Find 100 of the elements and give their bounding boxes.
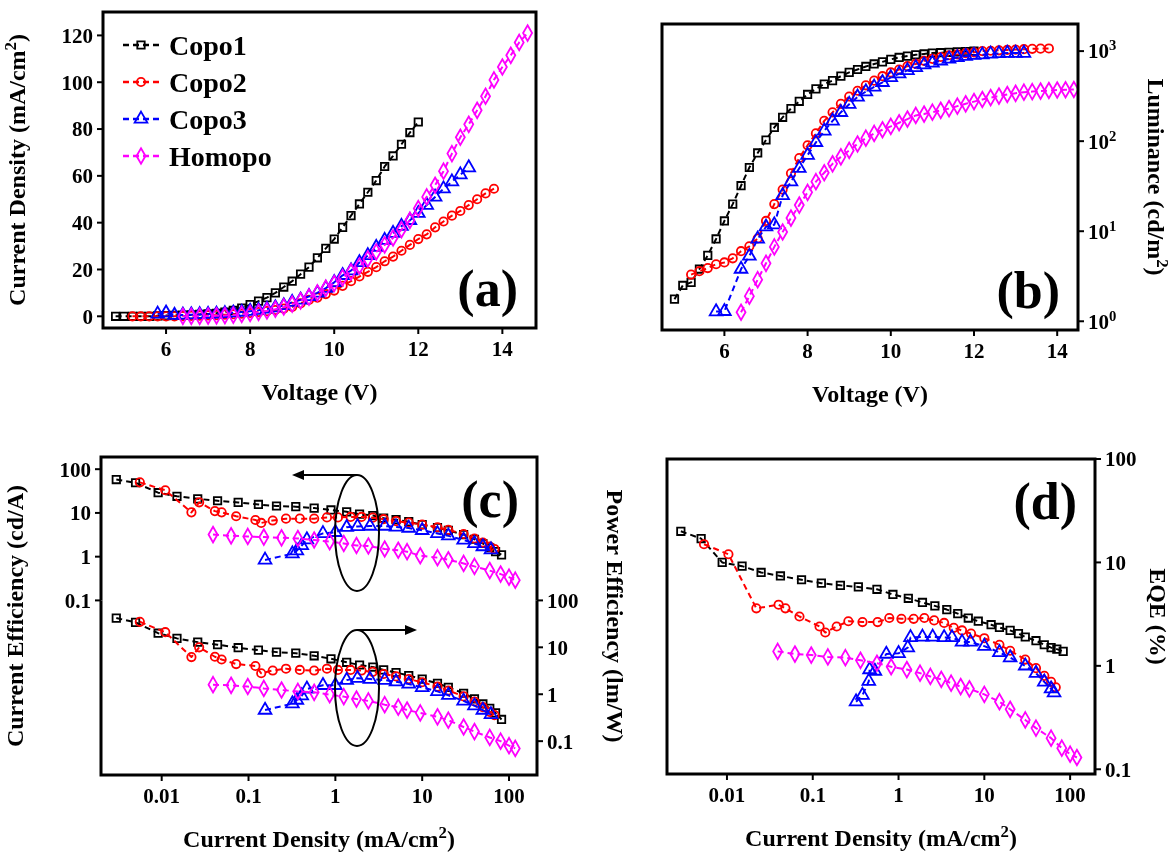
point (775, 187, 790, 200)
point (866, 78, 882, 92)
point (900, 62, 915, 76)
point (455, 205, 466, 217)
point (1027, 43, 1038, 54)
point (396, 245, 407, 256)
point (703, 250, 713, 260)
legend-label: Copo2 (169, 66, 247, 98)
y-tick-label: 0.1 (64, 588, 91, 613)
point (371, 175, 381, 186)
x-tick-label: 1 (330, 784, 341, 808)
point (819, 115, 830, 126)
y-tick-label: 10 (70, 501, 91, 526)
point (354, 271, 365, 282)
legend-label: Copo1 (169, 29, 247, 61)
y-tick-label: 1 (80, 545, 91, 570)
point (858, 83, 874, 97)
point (844, 67, 854, 78)
point (158, 304, 174, 318)
point (463, 200, 474, 211)
x-tick-label: 14 (491, 337, 514, 361)
point (778, 112, 788, 122)
point (1035, 43, 1046, 54)
point (472, 194, 483, 205)
point (767, 216, 782, 230)
point (919, 49, 929, 59)
point (480, 188, 491, 199)
point (369, 239, 384, 252)
point (119, 311, 129, 321)
x-tick-label: 100 (1054, 783, 1086, 807)
point (304, 262, 314, 272)
point (742, 247, 757, 261)
point (927, 48, 938, 58)
point (413, 233, 424, 245)
x-axis-title: Voltage (V) (812, 381, 928, 407)
point (827, 107, 838, 118)
point (861, 61, 871, 72)
y-tick-label: 100 (1105, 447, 1137, 472)
point (850, 88, 865, 102)
point (708, 303, 724, 317)
point (343, 262, 359, 276)
point (891, 65, 907, 79)
point (411, 205, 426, 218)
point (262, 292, 272, 303)
y-tick-label: 10$^{3}$ (1088, 37, 1117, 64)
point (421, 229, 432, 240)
point (810, 128, 821, 139)
point (669, 294, 680, 304)
y-tick-label: 40 (72, 211, 93, 236)
y-tick-label: 20 (72, 257, 93, 282)
y-axis-title: Power Efficiency (lm/W) (602, 489, 628, 743)
point (875, 74, 890, 87)
point (735, 246, 747, 257)
point (753, 148, 763, 158)
point (387, 251, 399, 262)
point (436, 180, 451, 194)
point (760, 215, 772, 227)
point (894, 52, 904, 63)
y-tick-label: 10$^{2}$ (1088, 127, 1117, 154)
point (329, 234, 339, 244)
point (379, 256, 390, 267)
x-tick-label: 8 (802, 339, 813, 363)
point (1043, 43, 1054, 54)
point (488, 183, 500, 194)
point (744, 241, 755, 252)
point (744, 162, 754, 173)
point (769, 199, 780, 210)
point (869, 59, 879, 69)
x-tick-label: 8 (244, 337, 256, 361)
point (377, 231, 392, 245)
point (335, 267, 350, 280)
point (352, 254, 367, 268)
y-tick-label: 10$^{0}$ (1088, 307, 1117, 334)
point (337, 280, 348, 291)
point (363, 187, 373, 197)
point (438, 216, 449, 227)
point (380, 161, 390, 172)
y-tick-label: 0 (82, 304, 93, 329)
point (916, 56, 932, 70)
point (702, 262, 713, 274)
annotation: (a) (457, 260, 518, 318)
x-tick-label: 0.01 (708, 783, 746, 807)
x-tick-label: 10 (323, 337, 345, 361)
x-tick-label: 0.01 (143, 784, 181, 808)
point (686, 277, 696, 288)
y-tick-label: 80 (72, 117, 93, 142)
x-tick-label: 0.1 (235, 784, 262, 808)
legend-label: Homopo (169, 140, 272, 172)
point (430, 222, 441, 233)
annotation: (b) (996, 262, 1060, 320)
point (802, 89, 813, 100)
point (800, 146, 815, 160)
annotation: (d) (1013, 473, 1077, 531)
y-tick-label: 100 (61, 70, 93, 95)
x-tick-label: 100 (493, 784, 525, 808)
point (253, 296, 264, 306)
x-tick-label: 6 (719, 339, 730, 363)
point (279, 282, 289, 292)
point (852, 64, 863, 75)
annotation: (c) (461, 471, 519, 529)
